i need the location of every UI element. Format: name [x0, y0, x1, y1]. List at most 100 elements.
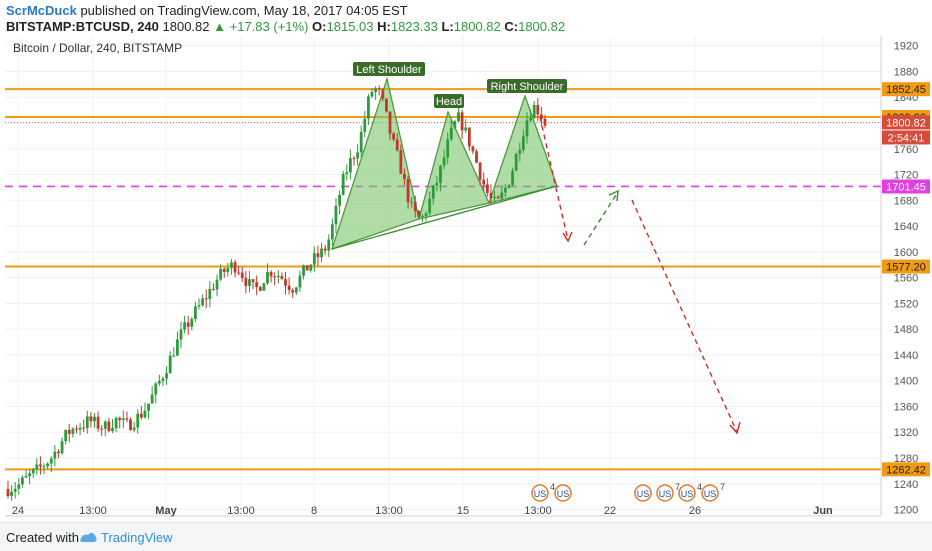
candle-body	[500, 192, 504, 199]
high-label: H:	[377, 19, 391, 34]
candle-body	[262, 283, 266, 291]
neckline-trendline	[331, 185, 558, 250]
event-flag-icon[interactable]	[656, 484, 674, 502]
up-arrow-icon: ▲	[213, 19, 227, 34]
candle-body	[85, 416, 89, 428]
y-tick-label: 1240	[894, 479, 918, 491]
event-count-label: 7	[675, 482, 680, 492]
time-axis[interactable]: 24 13:00 May 13:00 8 13:00 15 13:00 22 26 Jun	[12, 505, 833, 517]
candle-body	[536, 104, 540, 115]
y-tick-label: 1320	[894, 427, 918, 439]
x-tick-label: 26	[689, 505, 701, 517]
candle-body	[107, 421, 111, 432]
chart-title: Bitcoin / Dollar, 240, BITSTAMP	[13, 41, 182, 55]
level-price-tag	[882, 179, 930, 194]
candle-body	[435, 182, 439, 186]
low-label: L:	[441, 19, 454, 34]
author-link[interactable]: ScrMcDuck	[6, 3, 77, 18]
close-label: C:	[504, 19, 519, 34]
candle-body	[255, 282, 259, 288]
candle-body	[136, 413, 140, 428]
candle-body	[111, 428, 114, 432]
x-tick-label: 22	[604, 505, 616, 517]
candle-body	[327, 239, 331, 251]
candle-body	[302, 265, 305, 276]
y-tick-label: 1760	[894, 144, 918, 156]
candle-body	[114, 417, 118, 429]
projection-retest-arrowhead	[608, 189, 619, 202]
candle-body	[280, 276, 284, 280]
candle-body	[212, 288, 215, 290]
candle-body	[529, 118, 532, 121]
ohlc-line: BITSTAMP:BTCUSD, 240 1800.82 ▲ +17.83 (+…	[6, 19, 565, 34]
candle-body	[230, 262, 233, 268]
change-value: +17.83 (+1%)	[229, 19, 309, 34]
publish-info: published on TradingView.com, May 18, 20…	[80, 3, 408, 18]
y-tick-label: 1600	[894, 247, 918, 259]
candle-body	[287, 285, 291, 291]
tradingview-logo-icon[interactable]	[78, 529, 98, 545]
event-flag-icon[interactable]	[554, 484, 572, 502]
candle-body	[457, 112, 460, 122]
candle-body	[237, 272, 241, 274]
x-tick-label: 13:00	[79, 505, 107, 517]
candle-body	[172, 355, 176, 357]
y-tick-label: 1360	[894, 401, 918, 413]
open-label: O:	[312, 19, 327, 34]
level-price-tag	[882, 462, 930, 477]
candle-body	[64, 429, 68, 442]
candle-body	[186, 322, 190, 327]
candle-body	[258, 287, 262, 291]
candle-body	[147, 403, 150, 411]
candle-body	[381, 89, 385, 99]
candle-body	[222, 268, 226, 273]
candle-body	[467, 127, 471, 147]
countdown-tag	[882, 130, 930, 145]
tradingview-link[interactable]: TradingView	[101, 530, 173, 545]
candle-body	[525, 120, 529, 137]
y-tick-label: 1880	[894, 66, 918, 78]
candle-body	[320, 248, 323, 258]
candle-body	[82, 427, 86, 429]
event-count-label: 4	[550, 482, 555, 492]
projection-target-arrowhead	[729, 421, 741, 435]
countdown-label: 2:54:41	[888, 132, 925, 144]
last-price: 1800.82	[162, 19, 210, 34]
candle-body	[168, 355, 172, 374]
candle-body	[345, 172, 349, 174]
created-with-text: Created with	[6, 530, 79, 545]
candle-body	[348, 158, 352, 173]
candle-body	[543, 118, 547, 126]
candle-body	[161, 378, 165, 381]
candle-body	[413, 201, 417, 211]
price-axis[interactable]: 1200 1240 1280 1320 1360 1400 1440 1480 1520 1560…	[894, 41, 918, 517]
open-value: 1815.03	[326, 19, 374, 34]
level-price-tag	[882, 259, 930, 274]
projection-arrows	[539, 116, 741, 435]
candle-body	[330, 224, 334, 240]
event-flag-icon[interactable]	[701, 484, 719, 502]
candle-body	[298, 275, 302, 288]
event-flag-icon[interactable]	[678, 484, 696, 502]
candle-body	[316, 253, 320, 258]
head-label: Head	[436, 96, 462, 108]
x-tick-label: 13:00	[227, 505, 255, 517]
y-tick-label: 1480	[894, 324, 918, 336]
y-tick-label: 1560	[894, 273, 918, 285]
chart-svg: Left Shoulder Head Right Shoulder Bitcoi…	[5, 36, 930, 517]
projection-drop-arrow	[539, 116, 569, 241]
right-shoulder-label-box	[487, 79, 567, 93]
candle-body	[493, 196, 496, 199]
event-flag-icon[interactable]	[634, 484, 652, 502]
candle-body	[204, 298, 208, 300]
candle-body	[439, 165, 442, 183]
level-price-label: 1262.42	[886, 464, 926, 476]
level-price-label: 1577.20	[886, 262, 926, 274]
candle-body	[118, 417, 122, 421]
y-tick-label: 1720	[894, 170, 918, 182]
price-tags: 1852.451809.261577.201262.421701.451800.…	[882, 82, 930, 477]
event-flag-icon[interactable]	[531, 484, 549, 502]
event-count-label: 4	[697, 482, 702, 492]
candle-body	[53, 451, 57, 459]
